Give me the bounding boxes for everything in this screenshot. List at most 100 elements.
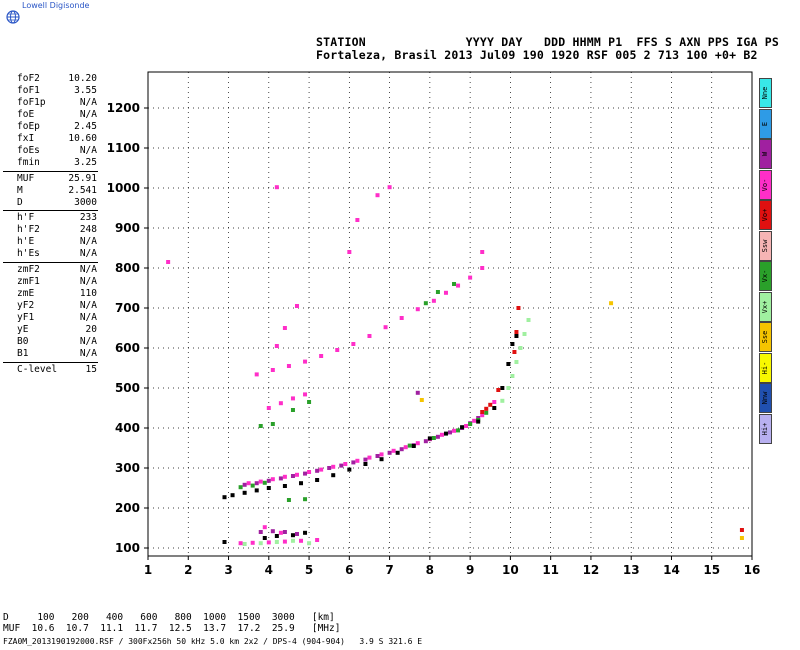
legend-item: E xyxy=(759,108,772,139)
legend-item: Hi+ xyxy=(759,413,772,444)
param-value: 110 xyxy=(79,288,97,300)
param-value: N/A xyxy=(79,312,97,324)
legend-item: Hi- xyxy=(759,352,772,383)
header-line-1: STATION YYYY DAY DDD HHMM P1 FFS S AXN P… xyxy=(316,35,780,49)
echo-point xyxy=(315,538,320,542)
legend-label: Hi+ xyxy=(761,422,769,435)
echo-point xyxy=(266,540,271,545)
legend-label: Vx+ xyxy=(761,300,769,313)
param-row: B1 N/A xyxy=(3,348,97,360)
legend-label: Nne xyxy=(761,86,769,100)
echo-point xyxy=(387,450,392,455)
param-row: D 3000 xyxy=(3,197,97,209)
echo-point xyxy=(439,432,444,437)
brand-label: Lowell Digisonde xyxy=(22,1,90,10)
echo-point xyxy=(242,542,247,546)
param-value: 3.55 xyxy=(74,84,97,96)
footer-muf-row: MUF 10.6 10.7 11.1 11.7 12.5 13.7 17.2 2… xyxy=(3,623,341,634)
echo-point xyxy=(303,471,308,476)
axis-ticks: 1 2 3 4 5 6 7 8 9 10 11 12 13 14 15 1610020030040050060… xyxy=(107,101,761,577)
y-tick-label: 200 xyxy=(115,501,140,515)
echo-point xyxy=(448,430,452,435)
echo-point xyxy=(510,342,515,346)
echo-point xyxy=(222,495,227,500)
param-key: zmF2 xyxy=(17,264,40,276)
echo-point xyxy=(514,334,519,338)
echo-point xyxy=(484,406,489,411)
grid-lines xyxy=(148,72,752,556)
param-value: N/A xyxy=(79,108,97,120)
echo-point xyxy=(303,392,308,397)
param-key: B0 xyxy=(17,335,29,347)
param-value: N/A xyxy=(79,248,97,260)
echo-point xyxy=(290,396,295,401)
param-row: foE N/A xyxy=(3,109,97,121)
x-tick-label: 3 xyxy=(224,563,232,577)
echo-point xyxy=(254,372,259,377)
echo-point xyxy=(250,540,255,545)
echo-point xyxy=(415,441,420,446)
y-tick-label: 1000 xyxy=(107,181,140,195)
param-key: MUF xyxy=(17,172,35,184)
y-tick-label: 100 xyxy=(115,541,140,555)
x-tick-label: 6 xyxy=(345,563,353,577)
echo-point xyxy=(443,431,448,436)
param-value: N/A xyxy=(79,236,97,248)
echo-point xyxy=(383,325,388,330)
echo-point xyxy=(246,481,251,486)
echo-point xyxy=(387,185,392,190)
echo-point xyxy=(472,418,477,423)
echo-point xyxy=(468,422,473,426)
param-row: fmin 3.25 xyxy=(3,157,97,169)
param-value: 10.60 xyxy=(68,132,97,144)
echo-point xyxy=(238,541,243,546)
echo-point xyxy=(335,348,340,352)
echo-point xyxy=(282,539,287,544)
echo-point xyxy=(299,481,304,486)
echo-point xyxy=(443,290,448,295)
echo-point xyxy=(266,406,271,410)
x-tick-label: 7 xyxy=(385,563,393,577)
echo-point xyxy=(266,486,271,490)
param-value: N/A xyxy=(79,144,97,156)
param-value: N/A xyxy=(79,347,97,359)
plot-area xyxy=(147,71,753,557)
echo-point xyxy=(343,462,348,466)
echo-point xyxy=(460,425,465,430)
legend-label: Hi- xyxy=(761,361,769,374)
echo-point xyxy=(739,528,744,532)
echo-point xyxy=(307,470,312,474)
echo-point xyxy=(351,460,356,465)
echo-point xyxy=(379,452,384,457)
echo-point xyxy=(319,354,324,358)
echo-point xyxy=(375,454,380,458)
x-tick-label: 9 xyxy=(466,563,474,577)
param-key: foE xyxy=(17,108,35,120)
param-key: foF2 xyxy=(17,73,40,84)
y-tick-label: 800 xyxy=(115,261,140,275)
param-key: zmE xyxy=(17,288,35,300)
param-key: B1 xyxy=(17,347,29,359)
param-value: 2.45 xyxy=(74,120,97,132)
echo-point xyxy=(347,250,352,254)
echo-point xyxy=(299,538,304,543)
echo-point xyxy=(431,436,436,440)
echo-point xyxy=(488,402,493,407)
echo-point xyxy=(480,410,485,414)
echo-point xyxy=(166,260,171,264)
echo-point xyxy=(290,474,295,478)
panel-separator xyxy=(3,262,98,264)
echo-point xyxy=(431,298,436,303)
echo-point xyxy=(419,398,424,402)
echo-point xyxy=(270,477,275,482)
echo-point xyxy=(351,342,356,346)
echo-point xyxy=(294,304,299,308)
echo-point xyxy=(303,530,308,535)
y-tick-label: 700 xyxy=(115,301,140,315)
echo-point xyxy=(258,479,263,484)
echo-point xyxy=(500,398,505,403)
echo-point xyxy=(270,368,275,372)
echo-point xyxy=(403,445,408,450)
x-tick-label: 1 xyxy=(144,563,152,577)
x-tick-label: 14 xyxy=(663,563,680,577)
